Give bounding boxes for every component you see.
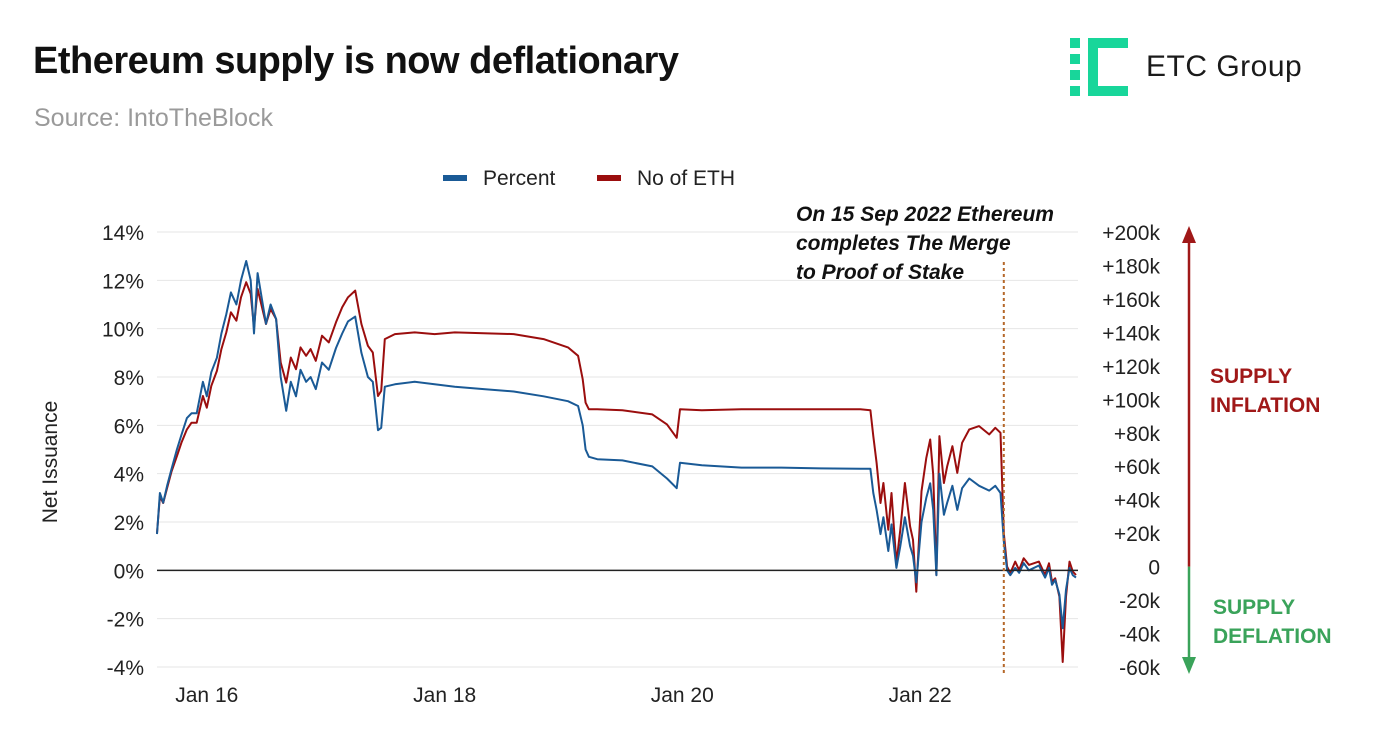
merge-annotation-line: to Proof of Stake xyxy=(796,261,964,284)
series-line-percent xyxy=(156,260,1077,630)
x-tick-label: Jan 22 xyxy=(889,684,952,707)
y-right-tick-label: -40k xyxy=(1119,624,1160,647)
legend-percent-swatch xyxy=(443,175,467,181)
legend-eth-label: No of ETH xyxy=(637,167,735,190)
etc-group-logo-icon xyxy=(1070,38,1128,96)
supply-inflation-label: INFLATION xyxy=(1210,394,1320,417)
supply-inflation-label: SUPPLY xyxy=(1210,365,1292,388)
legend-percent-label: Percent xyxy=(483,167,556,190)
supply-deflation-label: DEFLATION xyxy=(1213,625,1332,648)
y-left-tick-label: -2% xyxy=(107,609,144,632)
deflation-arrow-head xyxy=(1182,657,1196,674)
chart-source: Source: IntoTheBlock xyxy=(34,104,274,132)
y-right-tick-label: -20k xyxy=(1119,590,1160,613)
supply-deflation-label: SUPPLY xyxy=(1213,596,1295,619)
y-left-tick-label: 12% xyxy=(102,270,144,293)
chart-title: Ethereum supply is now deflationary xyxy=(33,40,679,82)
y-right-tick-label: +200k xyxy=(1102,222,1160,245)
legend-eth-swatch xyxy=(597,175,621,181)
y-left-tick-label: 8% xyxy=(114,367,144,390)
y-right-tick-label: 0 xyxy=(1148,557,1160,580)
y-right-tick-label: +20k xyxy=(1114,523,1161,546)
y-right-tick-label: -60k xyxy=(1119,657,1160,680)
y-left-tick-label: 4% xyxy=(114,464,144,487)
etc-group-logo: ETC Group xyxy=(1070,38,1302,96)
y-right-tick-label: +160k xyxy=(1102,289,1160,312)
y-axis-title: Net Issuance xyxy=(39,401,62,524)
merge-annotation-line: On 15 Sep 2022 Ethereum xyxy=(796,203,1054,226)
y-left-tick-label: -4% xyxy=(107,657,144,680)
y-right-tick-label: +140k xyxy=(1102,322,1160,345)
y-right-tick-label: +60k xyxy=(1114,456,1161,479)
y-right-tick-label: +100k xyxy=(1102,389,1160,412)
y-right-tick-label: +120k xyxy=(1102,356,1160,379)
y-left-tick-label: 14% xyxy=(102,222,144,245)
y-left-tick-label: 2% xyxy=(114,512,144,535)
y-right-tick-label: +80k xyxy=(1114,423,1161,446)
x-tick-label: Jan 16 xyxy=(175,684,238,707)
series-line-eth xyxy=(156,281,1077,663)
x-tick-label: Jan 18 xyxy=(413,684,476,707)
x-tick-label: Jan 20 xyxy=(651,684,714,707)
y-left-tick-label: 0% xyxy=(114,560,144,583)
y-left-tick-label: 6% xyxy=(114,415,144,438)
merge-annotation-line: completes The Merge xyxy=(796,232,1011,255)
y-right-tick-label: +180k xyxy=(1102,255,1160,278)
y-right-tick-label: +40k xyxy=(1114,490,1161,513)
inflation-arrow-head xyxy=(1182,226,1196,243)
logo-text: ETC Group xyxy=(1146,50,1303,83)
y-left-tick-label: 10% xyxy=(102,319,144,342)
